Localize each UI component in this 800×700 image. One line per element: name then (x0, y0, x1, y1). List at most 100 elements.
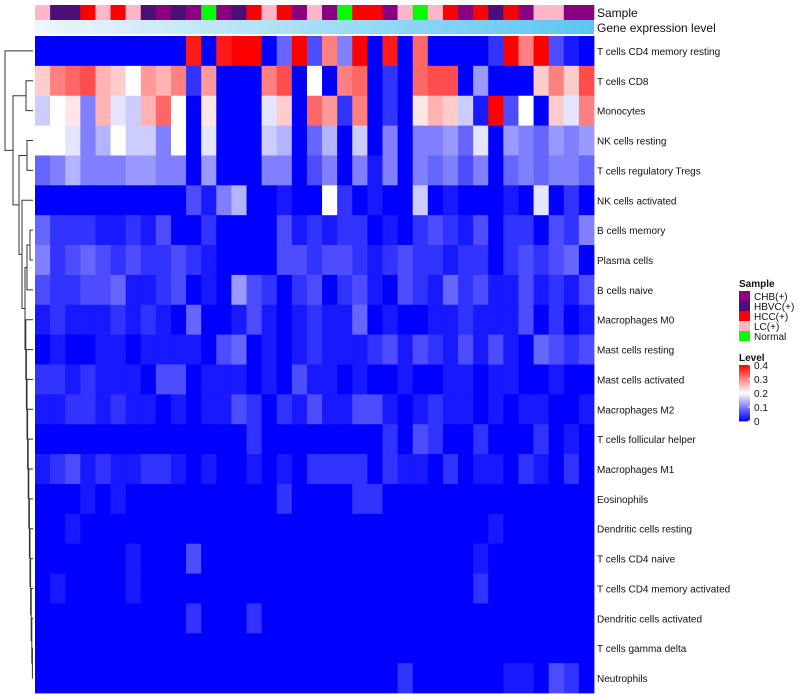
heatmap-cell (458, 95, 474, 126)
level-colorbar-segment (739, 415, 750, 418)
heatmap-cell (367, 334, 383, 365)
heatmap-cell (65, 663, 81, 694)
heatmap-cell (95, 125, 111, 156)
sample-annotation-cell (503, 5, 519, 20)
heatmap-cell (95, 36, 111, 67)
dendrogram-branch (29, 229, 33, 261)
heatmap-cell (261, 513, 278, 545)
heatmap-cell (503, 603, 519, 634)
heatmap-cell (306, 663, 323, 694)
heatmap-cell (458, 245, 474, 276)
heatmap-cell (352, 65, 368, 97)
heatmap-cell (337, 334, 353, 365)
heatmap-cell (80, 304, 96, 336)
heatmap-cell (50, 125, 66, 156)
heatmap-cell (50, 663, 66, 694)
heatmap-cell (65, 483, 81, 515)
heatmap-cell (503, 125, 519, 156)
heatmap-cell (65, 245, 81, 276)
heatmap-cell (382, 543, 398, 574)
heatmap-cell (170, 65, 187, 97)
heatmap-cell (427, 394, 444, 425)
heatmap-cell (458, 633, 474, 664)
heatmap-cell (125, 185, 142, 216)
heatmap-cell (442, 304, 459, 336)
heatmap-cell (35, 454, 51, 485)
sample-annotation-cell (246, 5, 262, 20)
heatmap-cell (578, 543, 595, 574)
heatmap-cell (50, 513, 66, 545)
heatmap-cell (306, 633, 323, 664)
heatmap-cell (488, 513, 504, 545)
heatmap-cell (276, 304, 293, 336)
heatmap-cell (322, 334, 338, 365)
heatmap-cell (322, 215, 338, 246)
sample-annotation-cell (155, 5, 172, 20)
level-colorbar-segment (739, 370, 750, 373)
heatmap-cell (337, 573, 353, 604)
heatmap-cell (170, 274, 187, 306)
heatmap-cell (306, 603, 323, 634)
heatmap-cell (110, 95, 127, 126)
row-label: Macrophages M2 (597, 405, 675, 416)
heatmap-cell (427, 185, 444, 216)
heatmap-cell (216, 36, 232, 67)
heatmap-cell (322, 543, 338, 574)
heatmap-cell (563, 603, 580, 634)
level-colorbar-segment (739, 409, 750, 412)
heatmap-cell (125, 95, 142, 126)
sample-annotation-cell (80, 5, 96, 20)
heatmap-cell (382, 394, 398, 425)
heatmap-cell (352, 424, 368, 455)
heatmap-cell (488, 155, 504, 186)
heatmap-cell (503, 573, 519, 604)
heatmap-cell (65, 36, 81, 67)
heatmap-cell (427, 334, 444, 365)
heatmap-cell (201, 603, 217, 634)
heatmap-cell (367, 185, 383, 216)
heatmap-cell (352, 543, 368, 574)
heatmap-cell (306, 543, 323, 574)
heatmap-cell (291, 245, 308, 276)
heatmap-cell (518, 364, 534, 395)
heatmap-cell (367, 394, 383, 425)
heatmap-cell (291, 155, 308, 186)
level-colorbar-segment (739, 390, 750, 392)
heatmap-cell (306, 274, 323, 306)
sample-annotation-cell (65, 5, 81, 20)
heatmap-cell (367, 513, 383, 545)
heatmap-cell (186, 483, 202, 515)
row-label: T cells follicular helper (597, 435, 696, 446)
heatmap-cell (548, 543, 565, 574)
heatmap-cell (352, 394, 368, 425)
heatmap-cell (533, 513, 550, 545)
heatmap-cell (503, 95, 519, 126)
heatmap-cell (170, 334, 187, 365)
heatmap-cell (548, 394, 565, 425)
heatmap-cell (261, 364, 278, 395)
heatmap-cell (216, 364, 232, 395)
level-colorbar-segment (739, 419, 750, 422)
heatmap-cell (231, 663, 247, 694)
heatmap-cell (276, 663, 293, 694)
heatmap-cell (503, 155, 519, 186)
heatmap-cell (246, 454, 263, 485)
level-colorbar-segment (739, 377, 750, 380)
heatmap-cell (442, 483, 459, 515)
heatmap-cell (427, 274, 444, 306)
heatmap-cell (442, 543, 459, 574)
level-colorbar-segment (739, 400, 750, 402)
heatmap-cell (503, 663, 519, 694)
heatmap-cell (170, 125, 187, 156)
heatmap-cell (412, 573, 429, 604)
heatmap-cell (503, 274, 519, 306)
heatmap-cell (95, 663, 111, 694)
heatmap-cell (246, 36, 263, 67)
heatmap-cell (367, 364, 383, 395)
heatmap-cell (563, 633, 580, 664)
heatmap-cell (548, 334, 565, 365)
heatmap-cell (110, 125, 127, 156)
heatmap-cell (518, 36, 534, 67)
heatmap-cell (488, 633, 504, 664)
heatmap-cell (322, 95, 338, 126)
